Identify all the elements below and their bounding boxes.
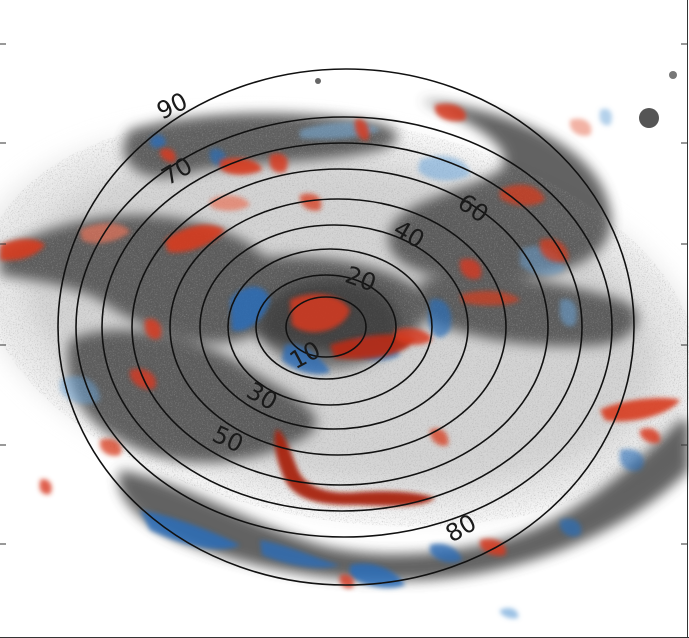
elliptical-contours: [57, 68, 635, 586]
contour-90: [57, 68, 635, 586]
foreground-star: [639, 108, 659, 128]
contour-50: [169, 198, 507, 456]
contour-30: [227, 248, 433, 406]
contour-80: [75, 116, 613, 538]
contour-60: [131, 168, 549, 486]
contour-10: [285, 296, 367, 358]
contour-70: [101, 142, 583, 512]
redshift-patches: [0, 103, 680, 589]
contour-40: [199, 224, 469, 430]
foreground-star-small: [669, 71, 677, 79]
contour-20: [255, 274, 397, 380]
foreground-star-small: [315, 78, 321, 84]
